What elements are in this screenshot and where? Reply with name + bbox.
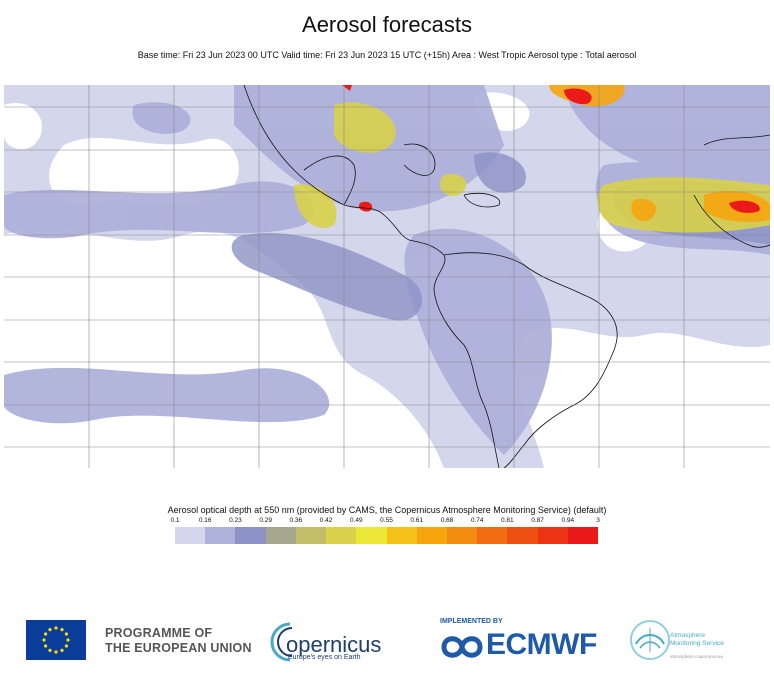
legend-swatch [537, 527, 568, 544]
cams-logo-icon [630, 620, 670, 660]
implemented-by-label: IMPLEMENTED BY [440, 618, 503, 625]
legend-swatch [507, 527, 538, 544]
legend-swatch [416, 527, 447, 544]
cams-line-1: Atmosphere [670, 632, 706, 639]
legend-tick-label: 0.42 [319, 517, 333, 524]
forecast-subtitle: Base time: Fri 23 Jun 2023 00 UTC Valid … [137, 50, 637, 60]
cams-url: atmosphere.copernicus.eu [670, 654, 724, 659]
legend-color-bar [175, 527, 599, 544]
legend-tick-label: 0.94 [561, 517, 575, 524]
legend-tick-label: 0.16 [198, 517, 212, 524]
coastlines [243, 85, 770, 468]
legend-tick-label: 0.29 [259, 517, 272, 524]
cams-name: Atmosphere Monitoring Service [670, 632, 724, 648]
legend-tick-labels: 0.1 0.16 0.23 0.29 0.36 0.42 0.49 0.55 0.61 0.68 0… [170, 517, 600, 527]
legend-swatch [477, 527, 508, 544]
copernicus-tagline: Europe's eyes on Earth [288, 654, 361, 661]
copernicus-logo-icon [270, 622, 293, 662]
legend-title: Aerosol optical depth at 550 nm (provide… [167, 505, 607, 515]
footer-logos: PROGRAMME OF THE EUROPEAN UNION opernicu… [0, 610, 774, 670]
eu-flag-icon [26, 620, 86, 660]
legend-swatch [295, 527, 327, 544]
legend-tick-label: 0.1 [170, 517, 180, 524]
grid-lines [4, 85, 770, 468]
aerosol-map[interactable] [4, 85, 770, 468]
legend-tick-label: 0.55 [380, 517, 393, 524]
very-high-aerosol-red [342, 85, 760, 213]
legend-swatch [356, 527, 387, 544]
legend-swatch [265, 527, 296, 544]
eu-line-1: PROGRAMME OF [105, 626, 213, 640]
legend-tick-label: 0.49 [349, 517, 363, 524]
legend-tick-label: 3 [596, 517, 600, 524]
page-title: Aerosol forecasts [302, 12, 472, 37]
legend-swatch [235, 527, 266, 544]
aerosol-map-canvas [4, 85, 770, 468]
legend-tick-label: 0.61 [410, 517, 424, 524]
cams-line-2: Monitoring Service [670, 640, 724, 647]
legend-tick-label: 0.36 [289, 517, 303, 524]
legend-tick-label: 0.81 [501, 517, 514, 524]
legend-swatch [205, 527, 236, 544]
legend-swatch [446, 527, 478, 544]
copernicus-name: opernicus [286, 632, 382, 657]
legend-tick-label: 0.23 [229, 517, 242, 524]
eu-line-2: THE EUROPEAN UNION [105, 641, 252, 655]
legend-swatch [175, 527, 206, 544]
legend-swatch [386, 527, 417, 544]
ecmwf-logo-icon [441, 636, 483, 658]
legend-tick-label: 0.68 [440, 517, 454, 524]
legend-tick-label: 0.87 [531, 517, 544, 524]
legend-swatch [326, 527, 357, 544]
legend-tick-label: 0.74 [470, 517, 484, 524]
legend-swatch [567, 527, 599, 544]
ecmwf-wordmark: ECMWF [486, 628, 597, 661]
eu-programme-text: PROGRAMME OF THE EUROPEAN UNION [105, 626, 252, 656]
